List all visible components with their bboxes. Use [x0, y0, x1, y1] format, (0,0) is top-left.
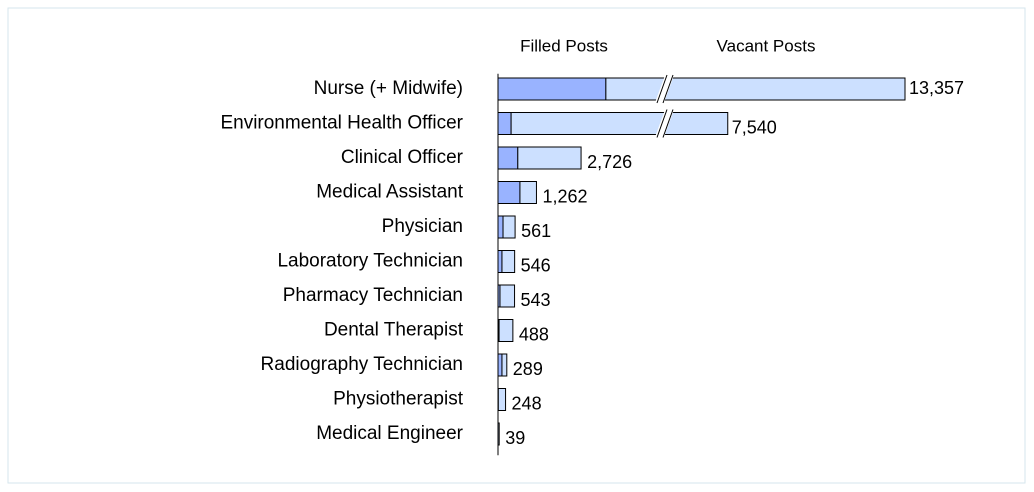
axis-break	[656, 74, 668, 104]
category-label: Pharmacy Technician	[283, 285, 463, 306]
legend-entry: Filled Posts	[520, 36, 608, 55]
bar-segment	[497, 388, 507, 411]
bar-segment	[502, 215, 516, 239]
category-label: Physiotherapist	[333, 389, 464, 410]
bar-segment	[497, 112, 512, 135]
data-label: 13,357	[909, 78, 964, 98]
bar-segment	[497, 146, 519, 170]
bar-segment	[605, 77, 906, 101]
data-label: 289	[513, 359, 543, 379]
data-label: 248	[512, 393, 542, 413]
category-label: Medical Engineer	[316, 423, 463, 444]
data-label: 488	[519, 324, 549, 344]
category-label: Medical Assistant	[316, 182, 464, 203]
axis-break	[662, 109, 674, 138]
bar-segment	[501, 353, 508, 377]
bar-segment	[501, 250, 516, 273]
category-label: Physician	[382, 216, 463, 237]
bar-segment	[497, 250, 503, 273]
bar-segment	[498, 319, 514, 342]
data-label: 7,540	[732, 117, 777, 137]
category-label: Nurse (+ Midwife)	[314, 78, 463, 99]
category-label: Clinical Officer	[341, 147, 464, 168]
data-label: 561	[521, 221, 551, 241]
bar-segment	[510, 112, 729, 135]
axis-break	[656, 109, 668, 138]
legend-entry: Vacant Posts	[717, 36, 816, 55]
data-label: 1,262	[542, 186, 587, 206]
bar-segment	[499, 284, 516, 308]
axis-break	[662, 74, 674, 104]
data-label: 546	[521, 255, 551, 275]
data-label: 543	[521, 290, 551, 310]
bar-segment	[497, 77, 607, 101]
bar-segment	[497, 181, 521, 204]
bar-segment	[497, 353, 503, 377]
category-label: Laboratory Technician	[277, 251, 463, 272]
bar-segment	[497, 215, 504, 239]
data-label: 2,726	[587, 152, 632, 172]
data-label: 39	[505, 428, 525, 448]
category-label: Radiography Technician	[261, 354, 463, 375]
bar-segment	[519, 181, 537, 204]
category-label: Environmental Health Officer	[220, 113, 463, 134]
category-label: Dental Therapist	[324, 320, 464, 341]
bar-segment	[517, 146, 582, 170]
